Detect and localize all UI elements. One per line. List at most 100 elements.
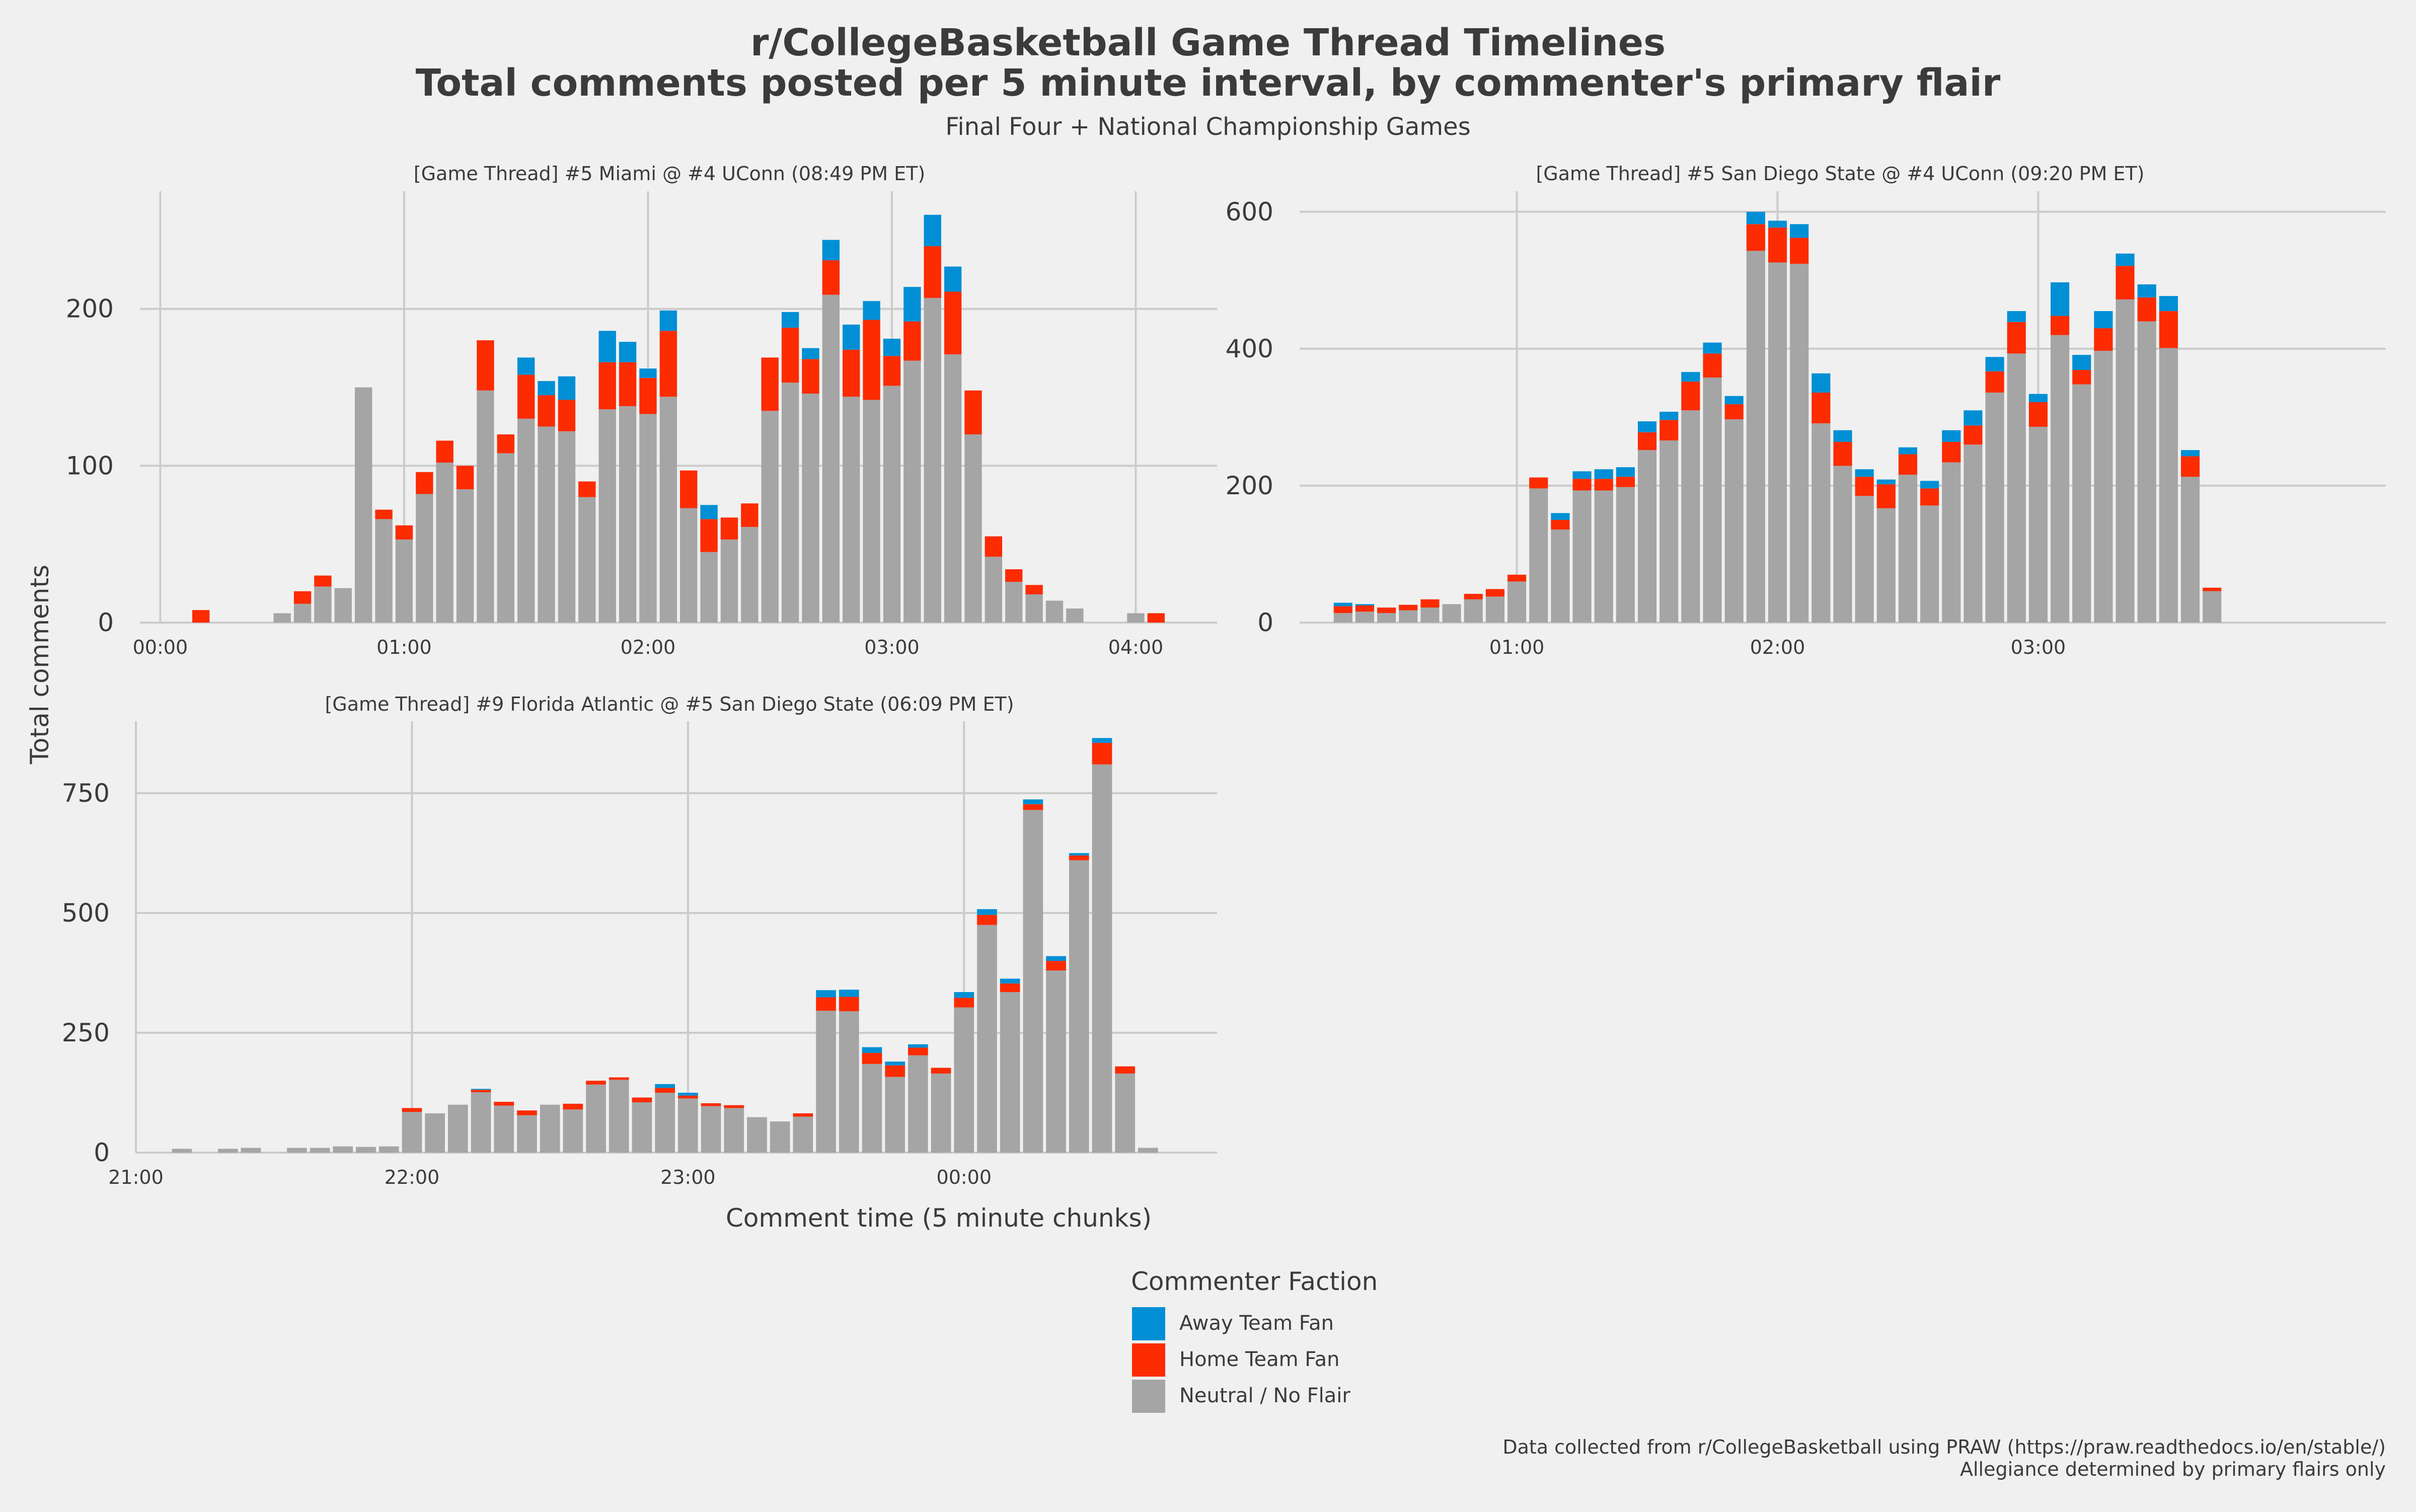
- bar-segment-home: [402, 1108, 422, 1112]
- bar-segment-home: [1023, 804, 1043, 810]
- bar-segment-neutral: [741, 526, 759, 623]
- bar-segment-neutral: [1985, 392, 2004, 623]
- bar-segment-neutral: [1485, 596, 1505, 623]
- bar-segment-away: [2094, 311, 2113, 329]
- bar-segment-neutral: [425, 1113, 445, 1153]
- bar-segment-neutral: [747, 1117, 767, 1153]
- bar-segment-away: [781, 312, 799, 328]
- legend-swatch-away: [1132, 1307, 1165, 1340]
- bar-segment-neutral: [885, 1077, 905, 1153]
- bar-segment-neutral: [538, 426, 555, 623]
- bar-segment-home: [1420, 599, 1440, 608]
- y-tick-label: 750: [62, 779, 110, 808]
- bar-segment-neutral: [334, 588, 352, 623]
- bar-segment-away: [639, 368, 657, 378]
- bar-segment-neutral: [781, 383, 799, 623]
- panel-title: [Game Thread] #5 San Diego State @ #4 UC…: [1536, 163, 2144, 185]
- bar-segment-away: [802, 348, 819, 359]
- bar-segment-neutral: [639, 414, 657, 623]
- bar-segment-home: [1333, 606, 1352, 613]
- bar-segment-home: [497, 434, 514, 453]
- bar-segment-home: [2116, 266, 2135, 299]
- bar-segment-home: [1964, 425, 1983, 445]
- bar-segment-home: [1355, 605, 1375, 612]
- bar-segment-home: [1005, 569, 1023, 582]
- bar-segment-home: [1572, 479, 1592, 491]
- bar-segment-neutral: [2203, 591, 2222, 623]
- bar-segment-neutral: [839, 1011, 859, 1153]
- bar-segment-neutral: [1069, 860, 1089, 1153]
- bar-segment-neutral: [2159, 348, 2178, 623]
- bar-segment-home: [924, 246, 941, 298]
- footer-allegiance-note: Allegiance determined by primary flairs …: [1960, 1458, 2386, 1480]
- bar-segment-home: [816, 997, 836, 1011]
- bar-segment-neutral: [862, 1064, 882, 1153]
- bar-segment-away: [1637, 421, 1657, 432]
- bar-segment-neutral: [354, 387, 372, 623]
- bar-segment-neutral: [447, 1104, 468, 1153]
- bar-segment-home: [701, 1103, 721, 1106]
- bar-segment-neutral: [2094, 350, 2113, 623]
- bar-segment-neutral: [540, 1104, 560, 1153]
- bar-segment-home: [2180, 456, 2200, 477]
- bar-segment-away: [1023, 799, 1043, 804]
- bar-segment-neutral: [375, 519, 393, 623]
- bar-segment-home: [1942, 441, 1961, 463]
- bar-segment-away: [1092, 738, 1112, 743]
- bar-segment-away: [598, 331, 616, 362]
- bar-segment-neutral: [1876, 508, 1896, 623]
- bar-segment-home: [2137, 297, 2156, 322]
- bar-segment-away: [822, 240, 840, 261]
- bar-segment-neutral: [314, 586, 332, 623]
- y-tick-label: 0: [1257, 608, 1273, 637]
- bar-segment-away: [538, 381, 555, 396]
- bar-segment-home: [1746, 224, 1765, 251]
- bar-segment-home: [639, 377, 657, 414]
- bar-segment-neutral: [1442, 604, 1461, 623]
- bar-segment-away: [1681, 372, 1700, 382]
- bar-segment-home: [619, 362, 637, 406]
- bar-segment-neutral: [1025, 594, 1043, 623]
- x-tick-label: 21:00: [108, 1166, 164, 1188]
- bar-segment-home: [517, 1110, 537, 1115]
- bar-segment-neutral: [883, 386, 901, 623]
- bar-segment-neutral: [1420, 608, 1440, 623]
- bar-segment-home: [977, 915, 997, 925]
- bar-segment-neutral: [816, 1011, 836, 1153]
- bar-segment-away: [1746, 211, 1765, 224]
- bar-segment-home: [1551, 519, 1570, 530]
- bar-segment-home: [1529, 477, 1548, 489]
- bar-segment-neutral: [1529, 488, 1548, 623]
- bar-segment-away: [1855, 469, 1874, 477]
- bar-segment-neutral: [558, 431, 576, 623]
- bar-segment-neutral: [977, 925, 997, 1153]
- y-tick-label: 100: [66, 451, 114, 480]
- bar-segment-away: [619, 342, 637, 362]
- x-tick-label: 22:00: [385, 1166, 440, 1188]
- bar-segment-neutral: [456, 489, 474, 623]
- bar-segment-away: [1898, 447, 1918, 455]
- bar-segment-home: [1876, 484, 1896, 508]
- bar-segment-neutral: [903, 360, 921, 623]
- bar-segment-home: [724, 1105, 744, 1108]
- bar-segment-neutral: [1746, 251, 1765, 623]
- legend-swatch-home: [1132, 1343, 1165, 1377]
- panel-miami-uconn: [Game Thread] #5 Miami @ #4 UConn (08:49…: [66, 163, 1217, 658]
- bar-segment-away: [2159, 296, 2178, 312]
- bar-segment-away: [924, 214, 941, 247]
- x-axis-label: Comment time (5 minute chunks): [726, 1203, 1152, 1233]
- bar-segment-neutral: [310, 1148, 330, 1153]
- bar-segment-home: [839, 997, 859, 1012]
- bar-segment-neutral: [1898, 475, 1918, 623]
- y-tick-label: 200: [1226, 471, 1273, 500]
- bar-segment-neutral: [1377, 613, 1396, 623]
- bar-segment-home: [1147, 613, 1165, 623]
- bar-segment-neutral: [1724, 419, 1744, 623]
- bar-segment-away: [883, 338, 901, 356]
- y-tick-label: 0: [98, 608, 114, 637]
- bar-segment-away: [1572, 471, 1592, 479]
- bar-segment-neutral: [494, 1105, 514, 1153]
- bar-segment-home: [2007, 322, 2026, 354]
- x-tick-label: 00:00: [937, 1166, 992, 1188]
